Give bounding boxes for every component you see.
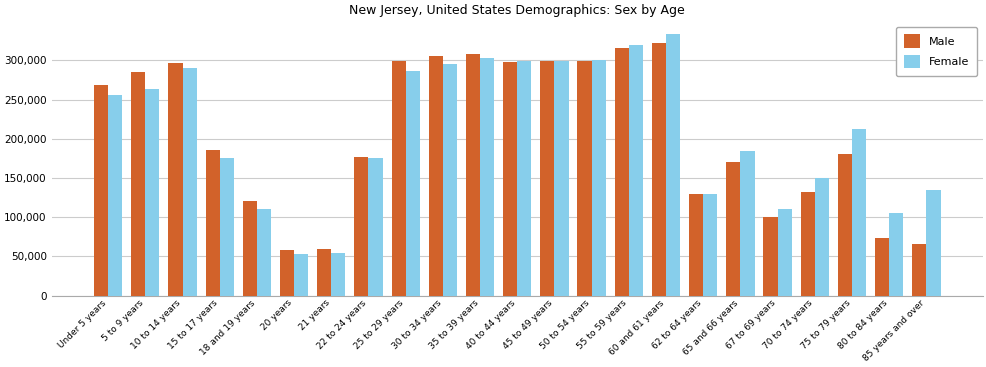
Bar bbox=[554, 61, 568, 295]
Legend: Male, Female: Male, Female bbox=[895, 27, 976, 76]
Title: New Jersey, United States Demographics: Sex by Age: New Jersey, United States Demographics: … bbox=[349, 4, 684, 17]
Bar bbox=[763, 217, 777, 295]
Bar bbox=[539, 61, 554, 295]
Bar bbox=[205, 150, 220, 295]
Bar bbox=[777, 208, 791, 295]
Bar bbox=[911, 244, 926, 295]
Bar bbox=[926, 190, 940, 295]
Bar bbox=[443, 64, 457, 295]
Bar bbox=[726, 162, 740, 295]
Bar bbox=[182, 68, 196, 295]
Bar bbox=[591, 60, 605, 295]
Bar bbox=[256, 208, 271, 295]
Bar bbox=[503, 62, 517, 295]
Bar bbox=[317, 249, 331, 295]
Bar bbox=[94, 85, 108, 295]
Bar bbox=[145, 88, 160, 295]
Bar bbox=[740, 151, 753, 295]
Bar bbox=[220, 158, 234, 295]
Bar bbox=[368, 158, 383, 295]
Bar bbox=[814, 178, 828, 295]
Bar bbox=[875, 238, 888, 295]
Bar bbox=[614, 48, 628, 295]
Bar bbox=[628, 45, 642, 295]
Bar bbox=[888, 213, 902, 295]
Bar bbox=[465, 54, 479, 295]
Bar bbox=[577, 61, 591, 295]
Bar bbox=[851, 129, 866, 295]
Bar bbox=[651, 43, 666, 295]
Bar bbox=[517, 61, 530, 295]
Bar bbox=[688, 195, 702, 295]
Bar bbox=[280, 250, 294, 295]
Bar bbox=[837, 155, 851, 295]
Bar bbox=[354, 157, 368, 295]
Bar bbox=[131, 72, 145, 295]
Bar bbox=[666, 34, 679, 295]
Bar bbox=[800, 192, 814, 295]
Bar bbox=[391, 61, 405, 295]
Bar bbox=[405, 71, 419, 295]
Bar bbox=[428, 57, 443, 295]
Bar bbox=[294, 254, 308, 295]
Bar bbox=[331, 253, 345, 295]
Bar bbox=[169, 63, 182, 295]
Bar bbox=[479, 58, 494, 295]
Bar bbox=[243, 201, 256, 295]
Bar bbox=[702, 195, 717, 295]
Bar bbox=[108, 95, 122, 295]
